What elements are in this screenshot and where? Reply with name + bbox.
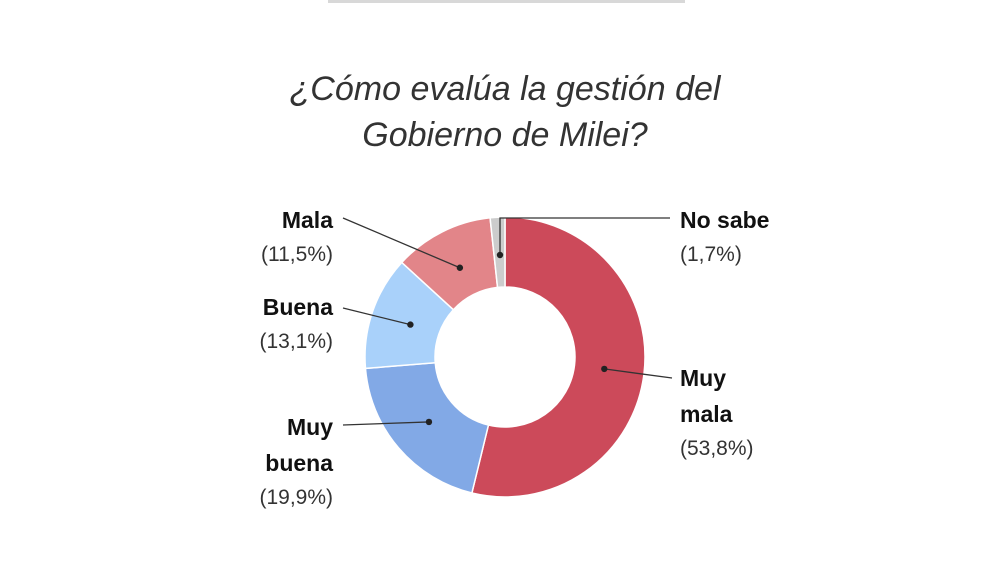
- value-label: (53,8%): [680, 437, 754, 460]
- leader-dot: [456, 264, 464, 271]
- leader-dot: [425, 418, 433, 426]
- value-label: (11,5%): [261, 243, 333, 266]
- leader-line: [342, 217, 461, 269]
- value-label: (1,7%): [680, 243, 742, 266]
- donut-slice: [489, 216, 506, 289]
- value-label: (13,1%): [259, 330, 333, 353]
- leader-dot: [496, 251, 504, 259]
- category-label: Mala: [281, 207, 333, 233]
- category-label: No sabe: [680, 207, 770, 233]
- donut-slice: [470, 216, 646, 498]
- leader-line: [499, 217, 670, 255]
- donut-slice: [364, 361, 490, 494]
- category-label: Muy buena: [265, 414, 333, 476]
- leader-line: [342, 421, 429, 426]
- leader-line: [342, 307, 411, 326]
- leader-dot: [601, 365, 608, 373]
- top-bar: [328, 0, 685, 3]
- value-label: (19,9%): [259, 486, 333, 509]
- category-label: Buena: [262, 294, 333, 320]
- slice-label: Muy buena (19,9%): [253, 409, 333, 515]
- slice-label: Muy mala (53,8%): [680, 360, 754, 466]
- category-label: Muy mala: [680, 365, 733, 427]
- slice-label: No sabe (1,7%): [680, 202, 769, 272]
- leader-dot: [407, 321, 414, 328]
- chart-title: ¿Cómo evalúa la gestión del Gobierno de …: [289, 70, 721, 154]
- leader-line: [604, 368, 673, 379]
- slice-label: Mala (11,5%): [261, 202, 333, 272]
- slice-label: Buena (13,1%): [259, 289, 333, 359]
